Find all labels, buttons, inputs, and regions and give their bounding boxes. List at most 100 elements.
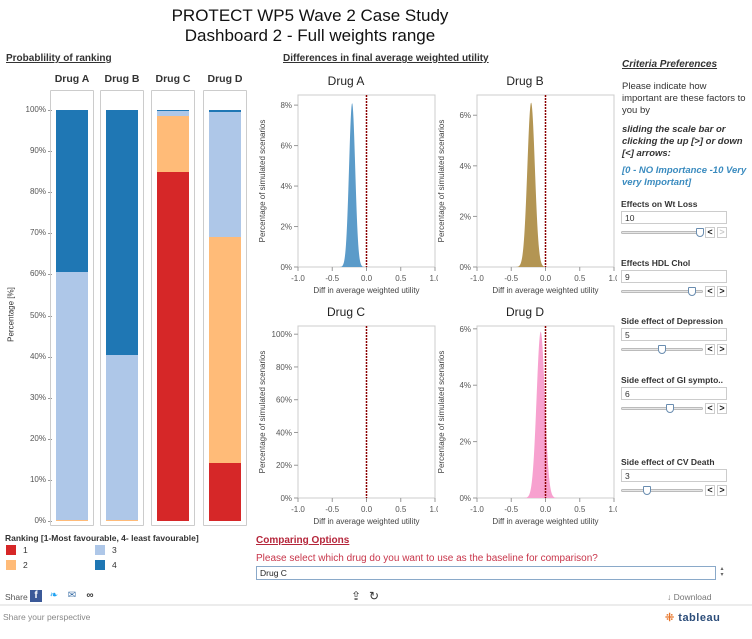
parameter-value-input[interactable]: 6 [621, 387, 727, 400]
footer-divider [0, 604, 752, 606]
ranking-bar-segment[interactable] [209, 112, 241, 237]
parameter-slider[interactable] [621, 344, 703, 354]
ranking-bar-segment[interactable] [106, 354, 138, 521]
legend-swatch [95, 560, 105, 570]
parameter-label: Side effect of CV Death [621, 457, 715, 467]
ranking-bar-segment[interactable] [157, 110, 189, 111]
ranking-bar-segment[interactable] [106, 110, 138, 355]
email-icon[interactable]: ✉ [67, 590, 77, 601]
ranking-bar-segment[interactable] [209, 462, 241, 521]
legend-label: 2 [23, 560, 28, 570]
ranking-bar-segment[interactable] [157, 116, 189, 172]
legend-item[interactable]: 3 [95, 545, 117, 555]
link-icon[interactable]: ∞ [86, 590, 94, 601]
y-tick-label: 100% [272, 330, 292, 339]
ranking-bar-segment[interactable] [56, 271, 88, 521]
ranking-bar-segment[interactable] [106, 520, 138, 522]
twitter-icon[interactable]: ❧ [49, 590, 59, 601]
legend-item[interactable]: 4 [95, 560, 117, 570]
parameter-label: Effects HDL Chol [621, 258, 691, 268]
x-tick-label: 0.5 [395, 274, 407, 283]
y-tick-label: 40% [276, 428, 292, 437]
x-tick-label: 0.5 [395, 505, 407, 514]
x-tick-label: 1.0 [429, 274, 438, 283]
share-label: Share [5, 592, 28, 602]
y-tick-label: 2% [280, 223, 292, 232]
y-tick-label: 8% [280, 101, 292, 110]
ranking-y-tick: 80% [29, 187, 46, 197]
ranking-bar-segment[interactable] [56, 110, 88, 272]
increase-button[interactable]: > [717, 285, 727, 297]
increase-button[interactable]: > [717, 343, 727, 355]
revert-icon[interactable]: ↻ [369, 589, 380, 603]
ranking-column-frame [151, 90, 195, 526]
baseline-spin-icon[interactable]: ▴ ▾ [720, 566, 724, 578]
ranking-bar-segment[interactable] [209, 110, 241, 113]
parameter-value-input[interactable]: 5 [621, 328, 727, 341]
ranking-column-frame [203, 90, 247, 526]
x-tick-label: -0.5 [325, 274, 339, 283]
download-arrow-icon: ↓ [667, 592, 672, 602]
slider-thumb[interactable] [696, 227, 704, 237]
decrease-button[interactable]: < [705, 484, 715, 496]
download-label: Download [673, 592, 712, 602]
parameter-slider-row: < > [621, 402, 747, 414]
increase-button[interactable]: > [717, 484, 727, 496]
share-out-icon[interactable]: ⇪ [351, 589, 362, 603]
decrease-button[interactable]: < [705, 402, 715, 414]
ranking-bar-segment[interactable] [209, 236, 241, 463]
difference-chart: 0% 2% 4% 6% -1.0 -0.5 0.0 0.5 1.0 Diff in average… [437, 325, 617, 526]
ranking-column-frame [100, 90, 144, 526]
y-tick-label: 0% [459, 494, 471, 503]
download-button[interactable]: ↓ Download [667, 592, 711, 602]
x-axis-label: Diff in average weighted utility [492, 286, 598, 295]
parameter-slider[interactable] [621, 286, 703, 296]
ranking-y-tick: 20% [29, 433, 46, 443]
x-tick-label: -0.5 [325, 505, 339, 514]
parameter-label: Side effect of Depression [621, 316, 724, 326]
legend-swatch [95, 545, 105, 555]
baseline-drug-select[interactable]: Drug C [256, 566, 716, 580]
difference-chart: 0% 20% 40% 60% 80% 100% -1.0 -0.5 0.0 0.5 1.0 Diff … [258, 325, 438, 526]
y-tick-label: 2% [459, 212, 471, 221]
legend-item[interactable]: 2 [6, 560, 28, 570]
increase-button[interactable]: > [717, 402, 727, 414]
slider-thumb[interactable] [642, 485, 651, 495]
slider-thumb[interactable] [665, 403, 674, 413]
criteria-heading: Criteria Preferences [622, 59, 718, 70]
ranking-y-tick: 30% [29, 392, 46, 402]
parameter-slider-row: < > [621, 226, 747, 238]
legend-item[interactable]: 1 [6, 545, 28, 555]
x-axis-label: Diff in average weighted utility [313, 517, 419, 526]
x-tick-label: 1.0 [608, 274, 617, 283]
ranking-y-tick: 90% [29, 146, 46, 156]
parameter-slider[interactable] [621, 227, 704, 237]
y-tick-label: 2% [459, 438, 471, 447]
legend-swatch [6, 545, 16, 555]
decrease-button[interactable]: < [705, 226, 715, 238]
legend-label: 1 [23, 545, 28, 555]
decrease-button[interactable]: < [705, 285, 715, 297]
decrease-button[interactable]: < [705, 343, 715, 355]
x-tick-label: 1.0 [608, 505, 617, 514]
parameter-value-input[interactable]: 9 [621, 270, 727, 283]
ranking-y-tick: 50% [29, 310, 46, 320]
ranking-bar-segment[interactable] [157, 110, 189, 117]
y-tick-label: 6% [459, 325, 471, 334]
slider-thumb[interactable] [658, 344, 666, 354]
facebook-icon[interactable]: f [30, 590, 42, 602]
parameter-value-input[interactable]: 10 [621, 211, 727, 224]
parameter-slider[interactable] [621, 403, 703, 413]
difference-chart: 0% 2% 4% 6% -1.0 -0.5 0.0 0.5 1.0 Diff in average… [437, 94, 617, 295]
y-tick-label: 80% [276, 363, 292, 372]
parameter-value-input[interactable]: 3 [621, 469, 727, 482]
slider-thumb[interactable] [688, 286, 697, 296]
parameter-slider[interactable] [621, 485, 703, 495]
ranking-bar-segment[interactable] [56, 520, 88, 522]
x-tick-label: -1.0 [470, 274, 484, 283]
panel-title: Drug A [327, 74, 365, 88]
increase-button[interactable]: > [717, 226, 727, 238]
legend-swatch [6, 560, 16, 570]
ranking-bar-segment[interactable] [157, 171, 189, 521]
tableau-logo[interactable]: ⁜ tableau [665, 611, 720, 624]
